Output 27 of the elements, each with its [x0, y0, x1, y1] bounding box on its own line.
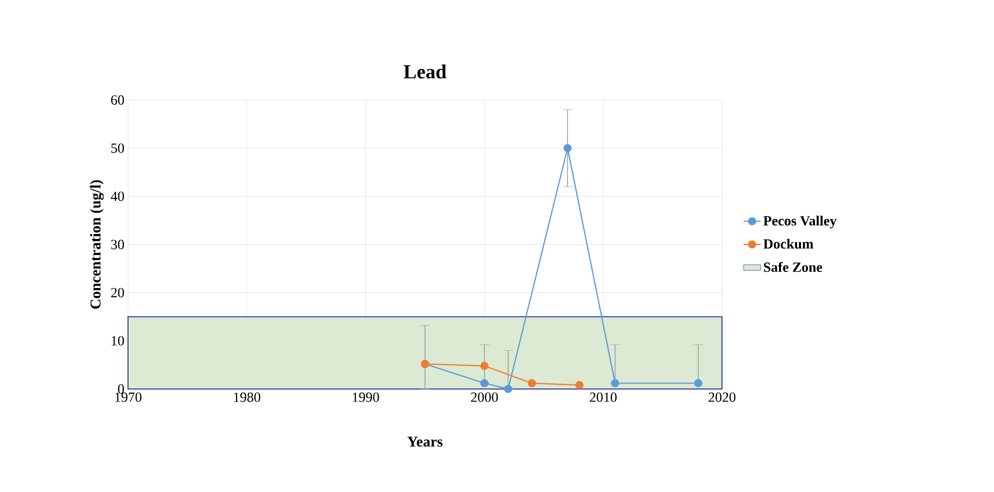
y-tick-label: 40: [110, 192, 124, 202]
legend-label: Pecos Valley: [763, 216, 837, 228]
y-tick-label: 50: [111, 143, 124, 153]
x-tick-label: 1980: [234, 392, 260, 402]
point: [575, 381, 584, 390]
x-tick-label: 2010: [590, 392, 617, 402]
y-tick-label: 0: [118, 384, 124, 394]
legend-label: Dockum: [763, 238, 814, 249]
y-tick-label: 20: [111, 288, 124, 298]
y-axis-title: Concentration (ug/l): [90, 180, 104, 309]
point: [610, 379, 620, 388]
point: [504, 384, 512, 394]
y-tick-label: 60: [111, 95, 124, 105]
point: [528, 379, 536, 388]
x-axis-title: Years: [407, 436, 443, 447]
x-tick-label: 1970: [115, 392, 142, 402]
point: [480, 362, 488, 370]
x-tick-label: 2000: [471, 392, 498, 402]
point: [563, 144, 572, 152]
chart-title: Lead: [404, 64, 446, 78]
point: [694, 379, 702, 388]
y-tick-label: 10: [112, 336, 124, 346]
x-tick-label: 1990: [352, 392, 380, 402]
point: [480, 379, 488, 388]
x-tick-label: 2020: [708, 392, 736, 402]
legend-label: Safe Zone: [764, 262, 822, 272]
y-tick-label: 30: [111, 240, 124, 250]
